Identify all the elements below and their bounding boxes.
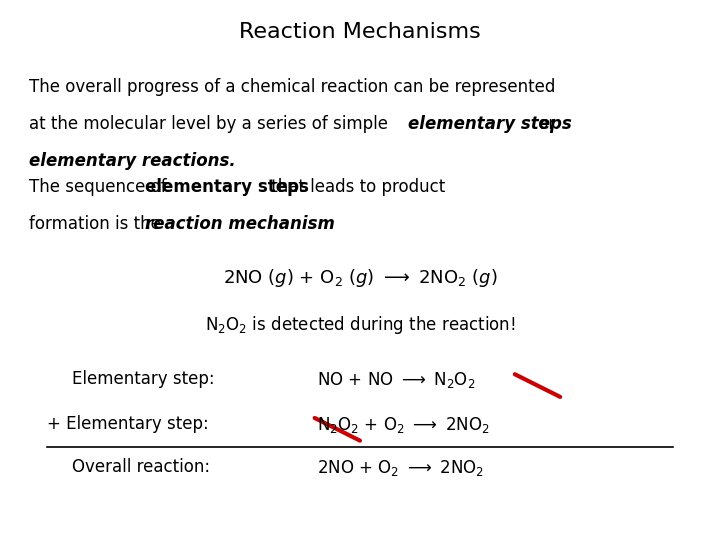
Text: Overall reaction:: Overall reaction: [72,458,210,476]
Text: elementary reactions.: elementary reactions. [29,152,235,170]
Text: N$_2$O$_2$ + O$_2$ $\longrightarrow$ 2NO$_2$: N$_2$O$_2$ + O$_2$ $\longrightarrow$ 2NO… [317,415,490,435]
Text: reaction mechanism: reaction mechanism [145,215,336,233]
Text: .: . [279,215,284,233]
Text: 2NO + O$_2$ $\longrightarrow$ 2NO$_2$: 2NO + O$_2$ $\longrightarrow$ 2NO$_2$ [317,458,484,478]
Text: elementary steps: elementary steps [408,115,572,133]
Text: NO + NO $\longrightarrow$ N$_2$O$_2$: NO + NO $\longrightarrow$ N$_2$O$_2$ [317,370,475,390]
Text: or: or [533,115,555,133]
Text: formation is the: formation is the [29,215,166,233]
Text: that leads to product: that leads to product [266,178,446,196]
Text: 2NO ($g$) + O$_2$ ($g$) $\longrightarrow$ 2NO$_2$ ($g$): 2NO ($g$) + O$_2$ ($g$) $\longrightarrow… [222,267,498,289]
Text: N$_2$O$_2$ is detected during the reaction!: N$_2$O$_2$ is detected during the reacti… [204,314,516,336]
Text: elementary steps: elementary steps [145,178,310,196]
Text: Reaction Mechanisms: Reaction Mechanisms [239,22,481,42]
Text: at the molecular level by a series of simple: at the molecular level by a series of si… [29,115,393,133]
Text: The sequence of: The sequence of [29,178,171,196]
Text: + Elementary step:: + Elementary step: [47,415,209,433]
Text: The overall progress of a chemical reaction can be represented: The overall progress of a chemical react… [29,78,555,96]
Text: Elementary step:: Elementary step: [72,370,215,388]
